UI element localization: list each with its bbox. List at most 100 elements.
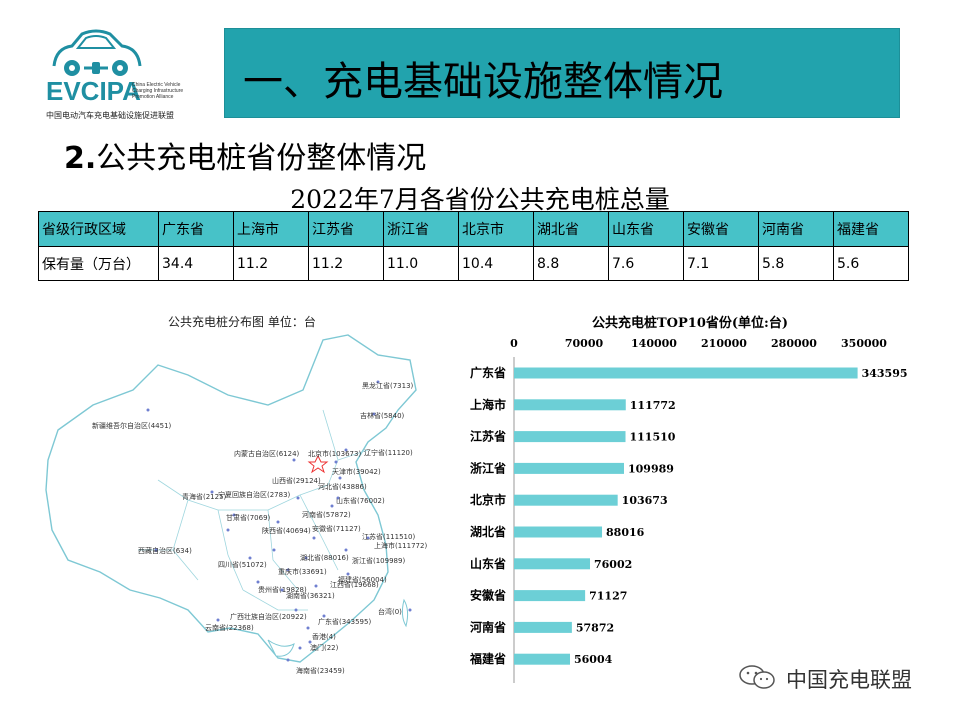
value-cell: 7.1: [683, 246, 759, 281]
map-label: 海南省(23459): [296, 667, 345, 675]
value-label: 111510: [630, 431, 676, 444]
value-cell: 5.8: [758, 246, 834, 281]
value-label: 88016: [606, 526, 645, 539]
map-label: 四川省(51072): [218, 561, 267, 569]
category-label: 北京市: [470, 492, 506, 507]
map-label: 山西省(29124): [272, 477, 321, 485]
section-title-text: 公共充电桩省份整体情况: [96, 141, 427, 176]
category-label: 湖北省: [470, 524, 506, 539]
china-outline: [45, 334, 417, 663]
top10-bar-chart: 0 70000 140000 210000 280000 350000 广东省 343595 上…: [469, 337, 908, 683]
map-label: 陕西省(40694): [262, 527, 311, 535]
value-cell: 7.6: [608, 246, 684, 281]
map-label: 云南省(22368): [205, 624, 254, 632]
category-label: 福建省: [469, 651, 506, 666]
value-label: 57872: [576, 621, 614, 634]
category-label: 浙江省: [470, 460, 506, 475]
map-label: 河北省(43886): [318, 483, 367, 491]
bar: [514, 494, 618, 506]
value-label: 343595: [862, 367, 908, 380]
page-title: 一、充电基础设施整体情况: [243, 59, 723, 105]
map-label: 内蒙古自治区(6124): [234, 450, 300, 458]
map-label: 青海省(2125): [182, 493, 227, 501]
province-table: 省级行政区域 广东省 上海市 江苏省 浙江省 北京市 湖北省 山东省 安徽省 河…: [38, 211, 909, 281]
x-tick-label: 280000: [771, 337, 817, 350]
value-cell: 8.8: [533, 246, 609, 281]
logo-subtitle-line: Charging Infrastructure: [132, 88, 184, 94]
value-cell: 11.0: [383, 246, 459, 281]
map-label: 北京市(103673): [308, 450, 362, 458]
table-value-row: 保有量（万台） 34.4 11.2 11.2 11.0 10.4 8.8 7.6…: [38, 246, 909, 281]
map-label: 河南省(57872): [302, 511, 351, 519]
wechat-icon: [739, 665, 775, 689]
value-label: 111772: [630, 399, 676, 412]
value-label: 103673: [622, 494, 668, 507]
x-tick-label: 0: [510, 337, 518, 350]
map-label: 宁夏回族自治区(2783): [218, 491, 291, 499]
map-label: 天津市(39042): [332, 468, 381, 476]
map-label: 台湾(0): [378, 608, 402, 616]
chart-title: 公共充电桩TOP10省份(单位:台): [592, 316, 788, 331]
row-label-amount: 保有量（万台）: [38, 246, 159, 281]
value-cell: 5.6: [833, 246, 909, 281]
table-title: 2022年7月各省份公共充电桩总量: [0, 180, 960, 216]
value-label: 56004: [574, 653, 613, 666]
china-map: [45, 334, 417, 663]
beijing-star-icon: [307, 454, 329, 474]
bar: [514, 367, 858, 379]
x-tick-label: 140000: [631, 337, 677, 350]
bar: [514, 558, 591, 570]
province-cell: 河南省: [758, 211, 834, 247]
map-label: 澳门(22): [310, 644, 339, 652]
category-label: 山东省: [470, 556, 506, 571]
province-cell: 北京市: [458, 211, 534, 247]
header-banner: 一、充电基础设施整体情况: [224, 28, 900, 118]
section-number: 2.: [64, 141, 97, 176]
row-label-region: 省级行政区域: [38, 211, 159, 247]
province-dots: [146, 380, 412, 662]
table-header-row: 省级行政区域 广东省 上海市 江苏省 浙江省 北京市 湖北省 山东省 安徽省 河…: [38, 211, 909, 247]
bar: [514, 653, 571, 665]
table-title-text: 2022年7月各省份公共充电桩总量: [290, 185, 670, 215]
map-label: 浙江省(109989): [352, 557, 406, 565]
value-cell: 34.4: [158, 246, 234, 281]
province-cell: 广东省: [158, 211, 234, 247]
bar: [514, 621, 572, 633]
province-cell: 上海市: [233, 211, 309, 247]
map-label: 广西壮族自治区(20922): [230, 613, 307, 621]
value-label: 76002: [594, 558, 632, 571]
value-cell: 11.2: [233, 246, 309, 281]
province-cell: 山东省: [608, 211, 684, 247]
map-label: 香港(4): [312, 633, 336, 641]
bar: [514, 399, 626, 411]
category-label: 河南省: [469, 619, 506, 634]
value-cell: 11.2: [308, 246, 384, 281]
x-tick-label: 350000: [841, 337, 887, 350]
map-label: 山东省(76002): [336, 497, 385, 505]
logo-wordmark: EVCIPA: [46, 76, 141, 106]
map-label: 贵州省(19828): [258, 586, 307, 594]
map-label: 吉林省(5840): [360, 412, 405, 420]
logo-subtitle: China Electric Vehicle Charging Infrastr…: [132, 82, 202, 100]
map-label: 辽宁省(11120): [364, 449, 413, 457]
category-label: 安徽省: [470, 588, 506, 603]
map-label: 安徽省(71127): [312, 525, 361, 533]
section-title: 2.公共充电桩省份整体情况: [64, 133, 426, 177]
province-cell: 福建省: [833, 211, 909, 247]
bar: [514, 526, 603, 538]
map-label: 上海市(111772): [374, 542, 428, 550]
logo-subtitle-line: Promotion Alliance: [132, 94, 174, 100]
map-label: 湖北省(88016): [300, 554, 349, 562]
map-label: 重庆市(33691): [278, 568, 327, 576]
map-label: 江西省(19668): [330, 581, 379, 589]
category-label: 江苏省: [470, 429, 506, 444]
map-label: 新疆维吾尔自治区(4451): [92, 422, 172, 430]
map-label: 福建省(56004): [338, 576, 387, 584]
province-cell: 安徽省: [683, 211, 759, 247]
map-label: 湖南省(36321): [286, 592, 335, 600]
map-label: 广东省(343595): [318, 618, 372, 626]
evcipa-logo: EVCIPA China Electric Vehicle Charging I…: [40, 26, 200, 122]
category-label: 广东省: [470, 365, 506, 380]
logo-cn-name: 中国电动汽车充电基础设施促进联盟: [46, 111, 174, 120]
value-label: 109989: [628, 462, 674, 475]
